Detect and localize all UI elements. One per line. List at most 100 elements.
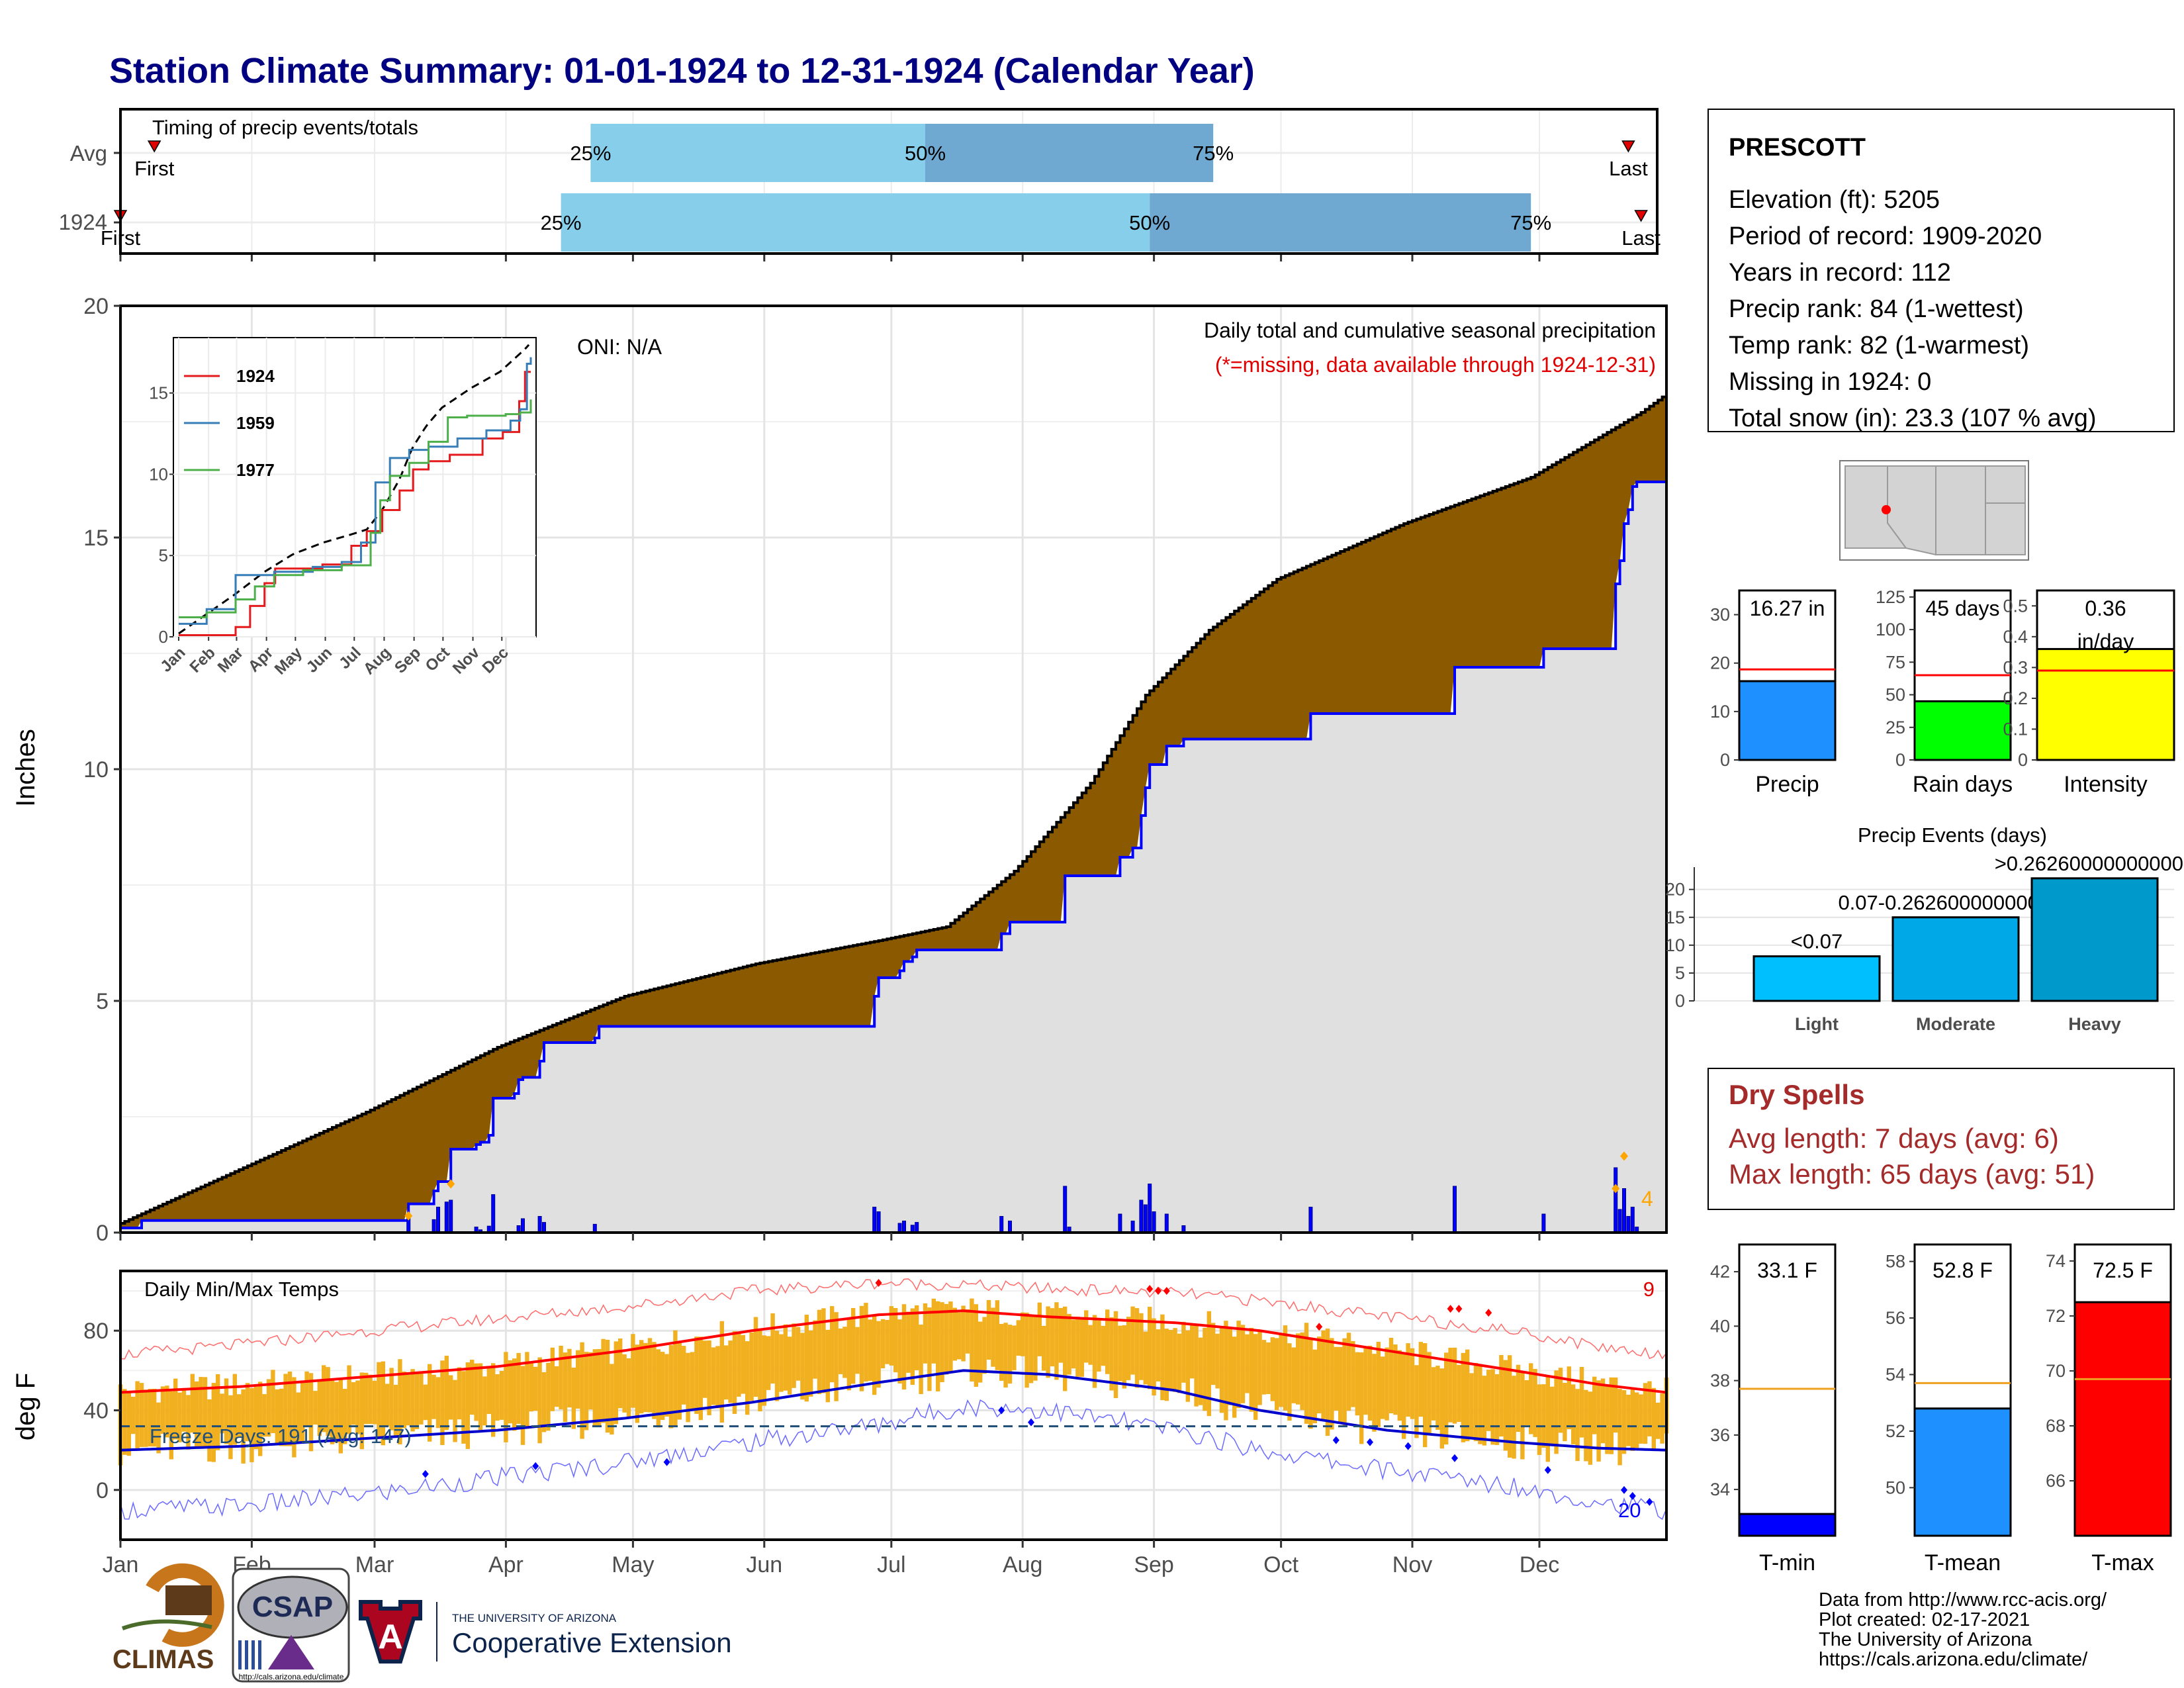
daily-temp-range-bar	[190, 1374, 195, 1433]
daily-temp-range-bar	[668, 1345, 674, 1429]
daily-temp-range-bar	[491, 1363, 496, 1437]
daily-temp-range-bar	[635, 1344, 639, 1423]
precip-ylabel: Inches	[11, 729, 40, 807]
record-min-line	[120, 1399, 1667, 1521]
summary-tick-label: 0	[1720, 750, 1730, 770]
daily-temp-range-bar	[1482, 1376, 1486, 1446]
daily-temp-range-bar	[1431, 1367, 1436, 1421]
temp-summary-value-label: 33.1 F	[1757, 1258, 1817, 1282]
dry-spells: Dry Spells Avg length: 7 days (avg: 6) M…	[1707, 1068, 2175, 1210]
daily-temp-range-bar	[1575, 1389, 1580, 1462]
temp-summary-tick-label: 38	[1710, 1371, 1730, 1391]
daily-temp-range-bar	[682, 1346, 686, 1405]
daily-temp-range-bar	[1388, 1337, 1394, 1414]
chart-title: Station Climate Summary: 01-01-1924 to 1…	[109, 51, 1255, 91]
daily-temp-range-bar	[1626, 1394, 1631, 1446]
temp-summary-bar-T-mean	[1913, 1407, 2012, 1537]
daily-temp-range-bar	[1418, 1342, 1423, 1417]
precip-events-chart: Precip Events (days) 05101520<0.07Light0…	[1665, 823, 2184, 1034]
daily-temp-range-bar	[533, 1366, 538, 1411]
daily-temp-range-bar	[601, 1338, 606, 1423]
station-name: PRESCOTT	[1729, 134, 1866, 162]
daily-temp-range-bar	[800, 1333, 805, 1400]
events-bar-Heavy	[2030, 877, 2159, 1002]
daily-temp-range-bar	[656, 1349, 660, 1428]
daily-temp-range-bar	[474, 1363, 478, 1421]
daily-temp-range-bar	[686, 1352, 690, 1423]
daily-temp-range-bar	[851, 1307, 856, 1384]
summary-value-label: 16.27 in	[1750, 596, 1825, 620]
daily-temp-range-bar	[1427, 1352, 1432, 1434]
daily-temp-range-bar	[622, 1354, 627, 1413]
month-label: Jul	[877, 1552, 905, 1577]
daily-temp-range-bar	[1042, 1325, 1046, 1371]
daily-temp-range-bar	[126, 1391, 131, 1456]
record-high-marker	[1455, 1305, 1463, 1313]
events-tick-label: 5	[1675, 963, 1685, 983]
daily-temp-range-bar	[1016, 1320, 1021, 1356]
daily-temp-range-bar	[470, 1360, 475, 1415]
daily-temp-range-bar	[1439, 1368, 1444, 1449]
record-high-marker	[1447, 1305, 1454, 1313]
precip-caption: Daily total and cumulative seasonal prec…	[1204, 318, 1656, 342]
daily-temp-range-bar	[326, 1367, 330, 1436]
daily-temp-range-bar	[1334, 1346, 1338, 1411]
temp-y-tick-label: 0	[96, 1478, 109, 1503]
daily-temp-range-bar	[1012, 1325, 1017, 1370]
daily-temp-range-bar	[330, 1378, 335, 1444]
record-low-marker	[1629, 1491, 1636, 1500]
temp-summary-tick-label: 68	[2046, 1416, 2066, 1436]
daily-temp-range-bar	[762, 1335, 766, 1406]
daily-temp-range-bar	[292, 1377, 296, 1458]
daily-temp-range-bar	[711, 1347, 716, 1405]
daily-temp-range-bar	[1550, 1386, 1555, 1446]
daily-temp-range-bar	[1215, 1333, 1220, 1389]
daily-temp-range-bar	[817, 1309, 822, 1395]
daily-temp-range-bar	[1046, 1306, 1050, 1378]
daily-temp-range-bar	[156, 1402, 161, 1454]
dry-max: Max length: 65 days (avg: 51)	[1729, 1158, 2095, 1190]
daily-temp-range-bar	[482, 1376, 487, 1426]
daily-temp-range-bar	[571, 1368, 576, 1429]
daily-temp-range-bar	[495, 1374, 500, 1421]
record-high-marker	[1155, 1287, 1161, 1295]
record-low-marker	[422, 1470, 429, 1478]
daily-temp-range-bar	[1579, 1366, 1584, 1438]
daily-temp-range-bar	[1325, 1329, 1330, 1436]
daily-temp-range-bar	[842, 1327, 847, 1378]
record-low-marker	[1332, 1436, 1340, 1444]
daily-temp-range-bar	[1181, 1321, 1186, 1383]
min-extreme-count: 20	[1618, 1499, 1641, 1522]
daily-temp-range-bar	[1372, 1354, 1377, 1432]
daily-temp-range-bar	[779, 1334, 784, 1392]
daily-temp-range-bar	[203, 1377, 208, 1448]
daily-precip-bar	[1626, 1216, 1631, 1233]
summary-bar-charts: 0 10 20 30 16.27 in Precip 0 25 50 75 100 125 45 day…	[1710, 587, 2175, 797]
daily-temp-range-bar	[537, 1357, 542, 1444]
daily-temp-range-bar	[652, 1342, 657, 1419]
daily-temp-range-bar	[1516, 1364, 1521, 1432]
daily-temp-range-bar	[271, 1370, 275, 1433]
daily-temp-range-bar	[1092, 1315, 1097, 1388]
daily-temp-range-bar	[152, 1388, 157, 1447]
temp-summary-tick-label: 74	[2046, 1251, 2066, 1271]
daily-temp-range-bar	[245, 1383, 250, 1442]
record-low-marker	[1451, 1454, 1458, 1462]
daily-temp-range-bar	[1101, 1325, 1105, 1366]
temp-summary-tick-label: 54	[1886, 1365, 1905, 1385]
daily-temp-range-bar	[1435, 1366, 1440, 1430]
daily-temp-range-bar	[1473, 1362, 1479, 1442]
daily-temp-range-bar	[592, 1349, 597, 1427]
daily-temp-range-bar	[965, 1309, 970, 1354]
daily-temp-range-bar	[457, 1367, 462, 1420]
daily-temp-range-bar	[144, 1389, 148, 1447]
daily-temp-range-bar	[889, 1306, 893, 1366]
daily-temp-range-bar	[453, 1380, 457, 1442]
daily-precip-bar	[999, 1216, 1004, 1233]
month-label: Sep	[1134, 1552, 1174, 1577]
daily-temp-range-bar	[139, 1383, 144, 1447]
daily-precip-bar	[537, 1216, 542, 1233]
daily-precip-bar	[542, 1222, 546, 1233]
daily-temp-range-bar	[308, 1373, 314, 1452]
